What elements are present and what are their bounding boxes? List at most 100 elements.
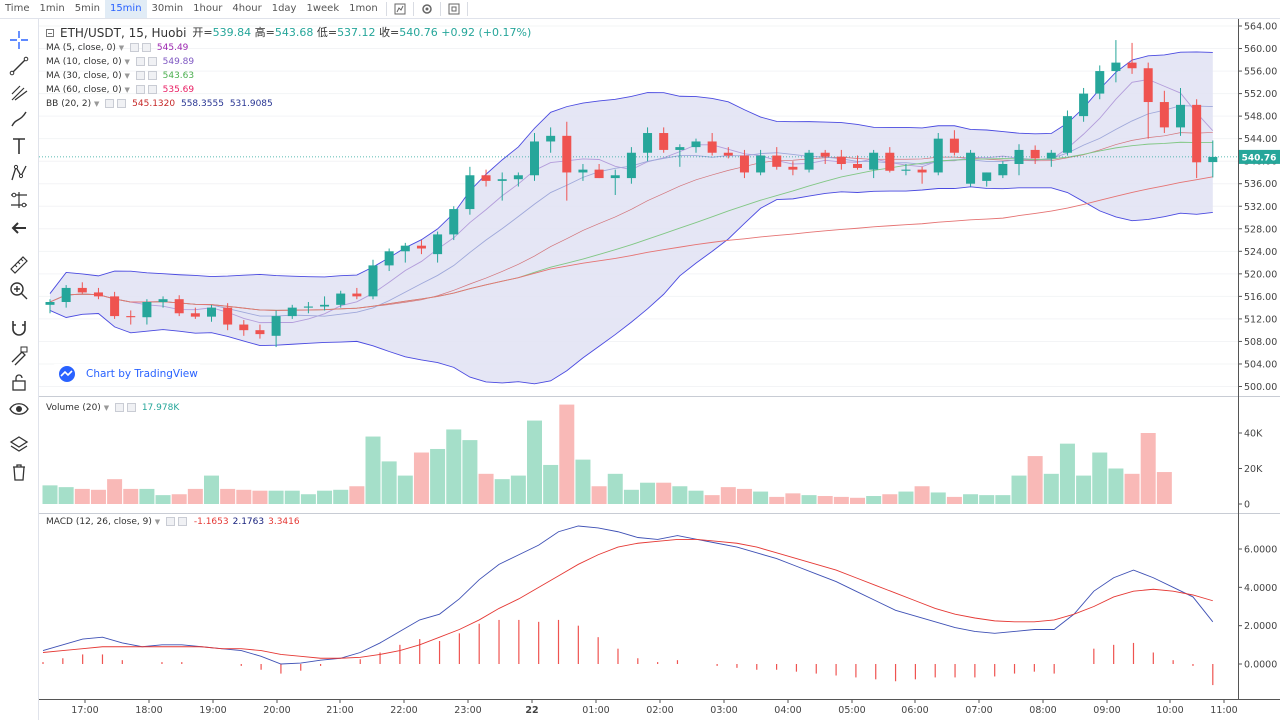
indicator-settings-icon[interactable] [135, 71, 145, 80]
candle-body [336, 293, 346, 305]
volume-bar [704, 495, 720, 504]
settings-icon[interactable] [417, 0, 437, 18]
volume-bar [1076, 475, 1092, 504]
volume-bar [914, 486, 930, 504]
prediction-icon[interactable] [7, 189, 31, 211]
ruler-icon[interactable] [7, 254, 31, 276]
candlestick [336, 290, 346, 308]
indicator-settings-icon[interactable] [130, 43, 140, 52]
timeframe-1day[interactable]: 1day [271, 3, 297, 14]
indicator-remove-icon[interactable] [147, 57, 157, 66]
pattern-icon[interactable] [7, 162, 31, 184]
indicator-row[interactable]: MA (10, close, 0) ▼ 549.89 [46, 57, 195, 67]
timeframe-5min[interactable]: 5min [74, 3, 100, 14]
price-tick-label: 528.00 [1244, 224, 1277, 235]
indicator-remove-icon[interactable] [117, 99, 127, 108]
indicator-remove-icon[interactable] [147, 85, 157, 94]
candle-body [77, 287, 87, 293]
volume-bar [963, 494, 979, 504]
timeframe-1hour[interactable]: 1hour [193, 3, 223, 14]
candlestick [271, 310, 281, 348]
candlestick [497, 172, 507, 201]
candle-body [756, 155, 766, 173]
candle-body [578, 169, 588, 173]
volume-bar [1059, 443, 1075, 504]
indicator-row[interactable]: MA (60, close, 0) ▼ 535.69 [46, 85, 195, 95]
indicator-remove-icon[interactable] [142, 43, 152, 52]
timeframe-1mon[interactable]: 1mon [349, 3, 378, 14]
candlestick [1014, 144, 1024, 176]
macd-settings-icon[interactable] [165, 517, 175, 526]
indicator-row[interactable]: MA (30, close, 0) ▼ 543.63 [46, 71, 195, 81]
tradingview-watermark[interactable]: Chart by TradingView [52, 364, 202, 384]
candlestick [110, 291, 120, 319]
candle-body [675, 147, 685, 150]
lock-draw-icon[interactable] [7, 344, 31, 366]
indicator-value: 549.89 [162, 57, 195, 67]
candlestick [174, 295, 184, 317]
time-tick-label: 22:00 [390, 705, 417, 716]
price-tick-label: 556.00 [1244, 67, 1277, 78]
eye-icon[interactable] [7, 398, 31, 420]
volume-remove-icon[interactable] [126, 403, 136, 412]
volume-tick-label: 0 [1244, 500, 1250, 511]
time-tick-label: 06:00 [901, 705, 928, 716]
candle-body [239, 324, 249, 331]
macd-remove-icon[interactable] [177, 517, 187, 526]
brush-icon[interactable] [7, 108, 31, 130]
candlestick [853, 155, 862, 170]
candlestick [594, 164, 604, 179]
toolbar-divider [466, 2, 468, 16]
candlestick [190, 307, 200, 319]
candle-body [772, 155, 782, 167]
indicator-row[interactable]: MA (5, close, 0) ▼ 545.49 [46, 43, 189, 53]
volume-bar [833, 496, 849, 504]
volume-tick-label: 40K [1244, 429, 1263, 440]
indicator-settings-icon[interactable] [135, 85, 145, 94]
text-icon[interactable] [7, 135, 31, 157]
timeframe-30min[interactable]: 30min [151, 3, 184, 14]
volume-bar [1092, 452, 1108, 504]
layers-icon[interactable] [7, 434, 31, 456]
candlestick [1079, 87, 1089, 122]
price-chart[interactable]: 564.00 560.00 556.00 552.00 548.00 544.00 540.… [39, 19, 1280, 720]
candle-body [1095, 71, 1105, 94]
zoom-in-icon[interactable] [7, 280, 31, 302]
volume-bar [769, 496, 785, 504]
fullscreen-icon[interactable] [444, 0, 464, 18]
candle-body [836, 156, 846, 165]
volume-bar [850, 497, 865, 504]
back-arrow-icon[interactable] [7, 217, 31, 239]
timeframe-15min[interactable]: 15min [104, 0, 147, 18]
candle-body [449, 209, 459, 235]
indicator-settings-icon[interactable] [135, 57, 145, 66]
candlestick [707, 133, 717, 156]
candle-body [901, 169, 911, 171]
pitchfork-icon[interactable] [7, 82, 31, 104]
candlestick [626, 147, 636, 184]
timeframe-time[interactable]: Time [5, 3, 30, 14]
crosshair-icon[interactable] [7, 29, 31, 51]
timeframe-1min[interactable]: 1min [39, 3, 65, 14]
volume-settings-icon[interactable] [114, 403, 124, 412]
trash-icon[interactable] [7, 461, 31, 483]
candle-body [45, 302, 55, 305]
magnet-icon[interactable] [7, 317, 31, 339]
candlestick [1111, 40, 1121, 83]
indicator-remove-icon[interactable] [147, 71, 157, 80]
collapse-icon[interactable] [46, 29, 54, 37]
candle-body [352, 293, 362, 297]
candle-body [320, 304, 330, 307]
close-label: 收= [379, 26, 400, 39]
candlestick [433, 231, 443, 263]
indicator-value: 531.9085 [229, 99, 273, 109]
indicator-settings-icon[interactable] [105, 99, 115, 108]
indicator-row[interactable]: BB (20, 2) ▼ 545.1320 558.3555 531.9085 [46, 99, 273, 109]
timeframe-4hour[interactable]: 4hour [232, 3, 262, 14]
timeframe-1week[interactable]: 1week [306, 3, 340, 14]
unlock-icon[interactable] [7, 371, 31, 393]
time-tick-label: 02:00 [646, 705, 673, 716]
trendline-icon[interactable] [7, 55, 31, 77]
chart-type-icon[interactable] [390, 0, 410, 18]
candlestick [982, 172, 992, 187]
